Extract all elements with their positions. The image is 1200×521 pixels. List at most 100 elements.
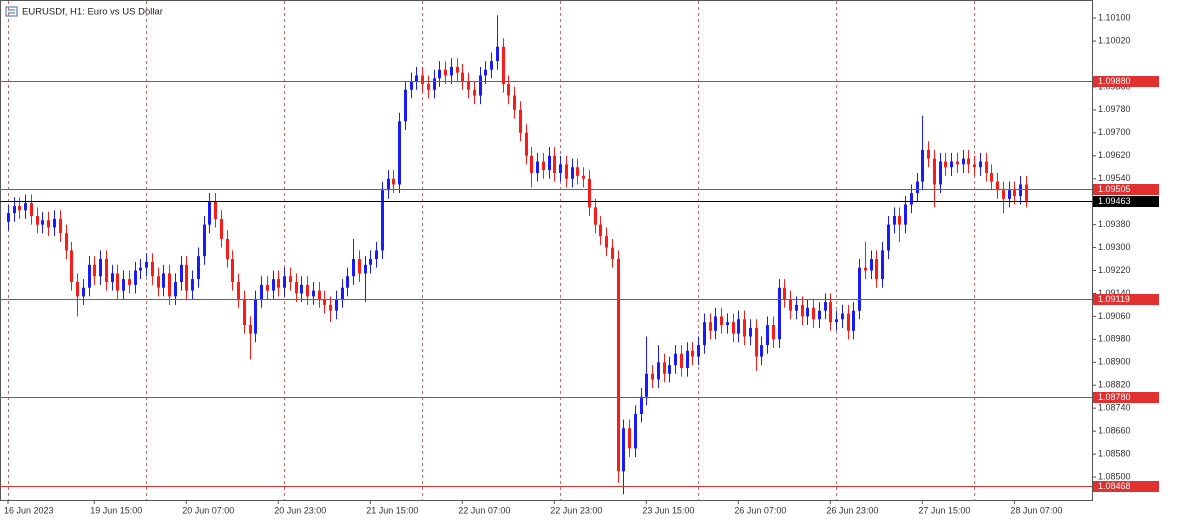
candle-body	[806, 307, 809, 317]
candle-body	[93, 264, 96, 277]
level-label: 1.08468	[1098, 481, 1131, 491]
candle-body	[134, 270, 137, 285]
candle-body	[979, 161, 982, 168]
x-tick-label: 22 Jun 07:00	[458, 505, 510, 515]
candle-body	[525, 132, 528, 156]
candle-body	[13, 205, 16, 214]
candle-body	[392, 178, 395, 185]
candle-body	[1025, 184, 1028, 201]
candle-body	[944, 161, 947, 168]
current-price-tag	[1093, 196, 1159, 207]
candle-body	[502, 46, 505, 85]
candle-body	[956, 161, 959, 165]
candle-body	[507, 84, 510, 96]
candle-body	[220, 218, 223, 239]
candle-body	[283, 276, 286, 288]
candle-body	[358, 259, 361, 274]
candle-body	[536, 161, 539, 173]
candle-body	[668, 365, 671, 374]
candle-body	[628, 428, 631, 449]
candle-body	[226, 238, 229, 260]
candle-body	[197, 256, 200, 280]
candle-body	[657, 362, 660, 380]
candle-body	[306, 284, 309, 297]
candle-body	[565, 164, 568, 179]
level-tag	[1093, 294, 1159, 305]
candle-body	[1008, 190, 1011, 199]
candle-body	[726, 322, 729, 326]
x-tick-label: 26 Jun 23:00	[826, 505, 878, 515]
candle-body	[266, 284, 269, 291]
candle-body	[530, 155, 533, 173]
candle-body	[553, 155, 556, 173]
x-tick-label: 26 Jun 07:00	[734, 505, 786, 515]
candle-body	[145, 261, 148, 268]
candle-body	[496, 46, 499, 62]
x-tick-label: 19 Jun 15:00	[90, 505, 142, 515]
candle-body	[254, 299, 257, 334]
candle-body	[697, 345, 700, 357]
candle-body	[421, 75, 424, 85]
candle-body	[576, 167, 579, 176]
candle-body	[30, 203, 33, 217]
candle-body	[542, 161, 545, 171]
level-label: 1.08780	[1098, 392, 1131, 402]
candle-body	[599, 224, 602, 237]
candle-body	[858, 267, 861, 311]
candle-body	[663, 362, 666, 374]
candle-body	[686, 350, 689, 369]
current-price-label: 1.09463	[1098, 196, 1131, 206]
candle-body	[467, 81, 470, 90]
candle-body	[622, 428, 625, 472]
candle-body	[801, 304, 804, 317]
level-tag	[1093, 76, 1159, 87]
candle-body	[151, 261, 154, 277]
candle-body	[789, 299, 792, 311]
candle-body	[243, 299, 246, 326]
candle-body	[939, 161, 942, 185]
candle-body	[59, 218, 62, 234]
candle-body	[139, 267, 142, 271]
candle-body	[53, 218, 56, 228]
candle-body	[640, 396, 643, 414]
candle-body	[427, 84, 430, 90]
candle-body	[743, 319, 746, 337]
candle-body	[473, 89, 476, 96]
candle-body	[893, 216, 896, 225]
candle-body	[691, 350, 694, 357]
candle-body	[116, 273, 119, 291]
candle-body	[996, 181, 999, 191]
level-tag	[1093, 392, 1159, 403]
candle-body	[237, 281, 240, 300]
candle-body	[513, 95, 516, 110]
y-tick-label: 1.08820	[1098, 380, 1131, 390]
y-tick-label: 1.09780	[1098, 104, 1131, 114]
candle-body	[381, 190, 384, 251]
y-tick-label: 1.09140	[1098, 288, 1131, 298]
candle-body	[1019, 184, 1022, 196]
plot-frame	[0, 0, 1093, 501]
y-tick-label: 1.10100	[1098, 12, 1131, 22]
candle-body	[300, 284, 303, 294]
y-tick-label: 1.08500	[1098, 471, 1131, 481]
chart-title: EURUSDf, H1: Euro vs US Dollar	[22, 7, 163, 18]
candle-body	[875, 259, 878, 280]
candle-body	[645, 373, 648, 397]
candle-body	[588, 178, 591, 208]
candle-body	[111, 273, 114, 282]
candle-body	[249, 325, 252, 334]
icon-frame	[5, 6, 18, 17]
candle-body	[174, 281, 177, 297]
candle-body	[864, 267, 867, 271]
candle-body	[962, 158, 965, 165]
candle-body	[611, 247, 614, 260]
candle-body	[312, 290, 315, 297]
candle-body	[180, 264, 183, 282]
candle-body	[571, 167, 574, 179]
candle-body	[720, 316, 723, 326]
y-tick-label: 1.08980	[1098, 334, 1131, 344]
level-tag	[1093, 481, 1159, 492]
y-tick-label: 1.09620	[1098, 150, 1131, 160]
candle-body	[910, 193, 913, 205]
x-tick-label: 16 Jun 2023	[4, 505, 54, 515]
